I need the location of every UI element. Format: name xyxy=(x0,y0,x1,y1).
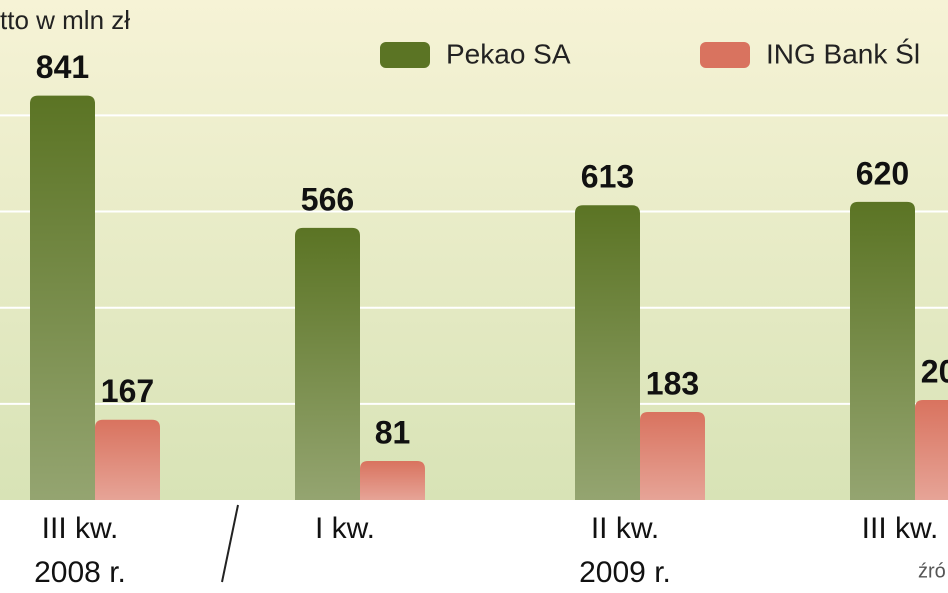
source: źró xyxy=(918,560,946,582)
value-label: 620 xyxy=(856,155,909,191)
bar-shade xyxy=(575,205,640,501)
year-divider xyxy=(221,504,239,583)
value-label: 841 xyxy=(36,49,89,85)
x-tick-label: 2008 r. xyxy=(34,556,126,589)
bar-shade xyxy=(95,419,160,500)
x-tick-label: III kw. xyxy=(862,512,939,545)
legend-swatch xyxy=(380,42,430,68)
legend-label: Pekao SA xyxy=(446,38,571,69)
value-label: 81 xyxy=(375,415,411,451)
value-label: 566 xyxy=(301,181,354,217)
x-tick-label: I kw. xyxy=(315,512,375,545)
bar-shade xyxy=(360,461,425,500)
bar-shade xyxy=(640,412,705,500)
bar-shade xyxy=(30,95,95,500)
value-label: 208 xyxy=(921,353,948,389)
value-label: 613 xyxy=(581,159,634,195)
legend-label: ING Bank Śl xyxy=(766,37,920,69)
bar-shade xyxy=(850,201,915,500)
x-tick-label: 2009 r. xyxy=(579,556,671,589)
x-tick-label: II kw. xyxy=(591,512,659,545)
x-tick-label: III kw. xyxy=(42,512,119,545)
chart-title: tto w mln zł xyxy=(0,5,130,35)
bar-shade xyxy=(295,227,360,500)
legend-swatch xyxy=(700,42,750,68)
plot-background xyxy=(0,0,948,500)
bar-shade xyxy=(915,400,948,500)
value-label: 183 xyxy=(646,365,699,401)
value-label: 167 xyxy=(101,373,154,409)
axis-strip xyxy=(0,500,948,593)
